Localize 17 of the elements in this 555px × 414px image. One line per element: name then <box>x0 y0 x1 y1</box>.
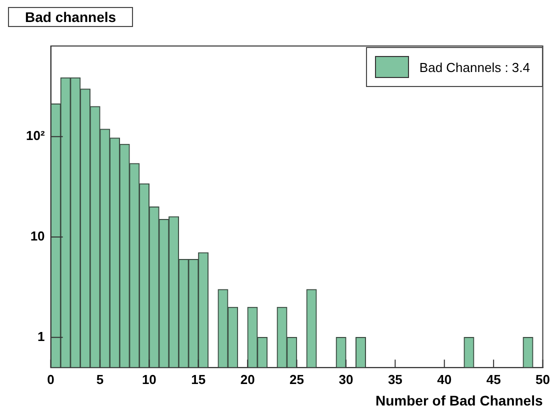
legend-label: Bad Channels : 3.4 <box>419 60 530 74</box>
y-tick-label: 10 <box>30 228 45 244</box>
x-tick-label: 35 <box>388 372 402 387</box>
x-tick-label: 20 <box>240 372 255 387</box>
x-tick-label: 50 <box>536 372 550 387</box>
x-tick-label: 10 <box>142 372 156 387</box>
x-tick-label: 45 <box>486 372 501 387</box>
x-tick-label: 30 <box>338 372 354 387</box>
y-tick-label: 10² <box>26 128 46 144</box>
x-axis-title: Number of Bad Channels <box>376 392 543 408</box>
x-tick-label: 0 <box>47 372 54 387</box>
x-tick-label: 15 <box>191 372 206 387</box>
chart-title: Bad channels <box>8 7 134 27</box>
x-tick-label: 25 <box>290 372 304 387</box>
y-tick-label: 1 <box>38 328 45 344</box>
x-tick-label: 40 <box>437 372 452 387</box>
x-tick-label: 5 <box>96 372 104 387</box>
